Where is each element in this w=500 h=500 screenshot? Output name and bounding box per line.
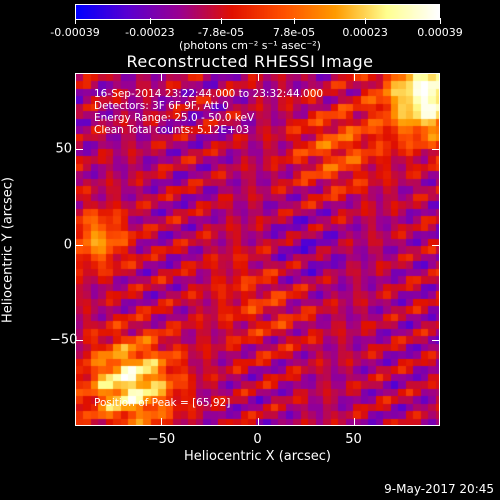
colorbar-tickmark	[149, 18, 151, 24]
x-tick-label: −50	[147, 432, 176, 447]
x-tick-label: 50	[345, 432, 362, 447]
x-tick-mark-top	[257, 73, 259, 81]
colorbar-tick-label: 0.00039	[417, 26, 463, 39]
colorbar-tickmark	[365, 18, 367, 24]
y-tick-label: 50	[55, 141, 72, 157]
y-axis-label: Heliocentric Y (arcsec)	[0, 177, 16, 323]
colorbar-tick-label: -0.00039	[50, 26, 100, 39]
footer-timestamp: 9-May-2017 20:45	[384, 482, 494, 496]
colorbar-units: (photons cm⁻² s⁻¹ asec⁻²)	[179, 39, 321, 52]
x-axis-label: Heliocentric X (arcsec)	[184, 449, 331, 464]
heatmap-image	[76, 74, 439, 425]
time-range-annotation: 16-Sep-2014 23:22:44.000 to 23:32:44.000	[94, 88, 324, 100]
colorbar-tick-label: 7.8e-05	[272, 26, 316, 39]
colorbar-tickmark	[75, 18, 76, 24]
colorbar-tick-label: -0.00023	[125, 26, 175, 39]
colorbar-tickmark	[440, 18, 441, 24]
x-tick-mark-top	[353, 73, 355, 81]
heatmap-plot: 16-Sep-2014 23:22:44.000 to 23:32:44.000…	[75, 73, 440, 426]
y-tick-label: 0	[63, 237, 72, 253]
colorbar-tickmark	[221, 18, 222, 24]
total-counts-annotation: Clean Total counts: 5.12E+03	[94, 124, 250, 136]
energy-range-annotation: Energy Range: 25.0 - 50.0 keV	[94, 112, 255, 124]
detectors-annotation: Detectors: 3F 6F 9F, Att 0	[94, 100, 229, 112]
y-tick-mark	[75, 149, 83, 151]
colorbar-tick-label: -7.8e-05	[197, 26, 245, 39]
y-tick-mark-right	[432, 244, 440, 246]
y-tick-mark-right	[432, 149, 440, 151]
x-tick-mark	[161, 418, 163, 426]
y-tick-mark-right	[432, 340, 440, 342]
x-tick-mark-top	[161, 73, 163, 81]
y-tick-mark	[75, 340, 83, 342]
y-tick-mark	[75, 244, 83, 246]
x-tick-label: 0	[253, 432, 262, 447]
chart-title: Reconstructed RHESSI Image	[126, 52, 374, 71]
colorbar-tick-label: 0.00023	[342, 26, 388, 39]
colorbar-tickmark	[294, 18, 295, 24]
y-tick-label: −50	[50, 332, 78, 348]
x-tick-mark	[257, 418, 259, 426]
x-tick-mark	[353, 418, 355, 426]
peak-position-annotation: Position of Peak = [65,92]	[94, 397, 231, 409]
colorbar	[75, 4, 440, 20]
